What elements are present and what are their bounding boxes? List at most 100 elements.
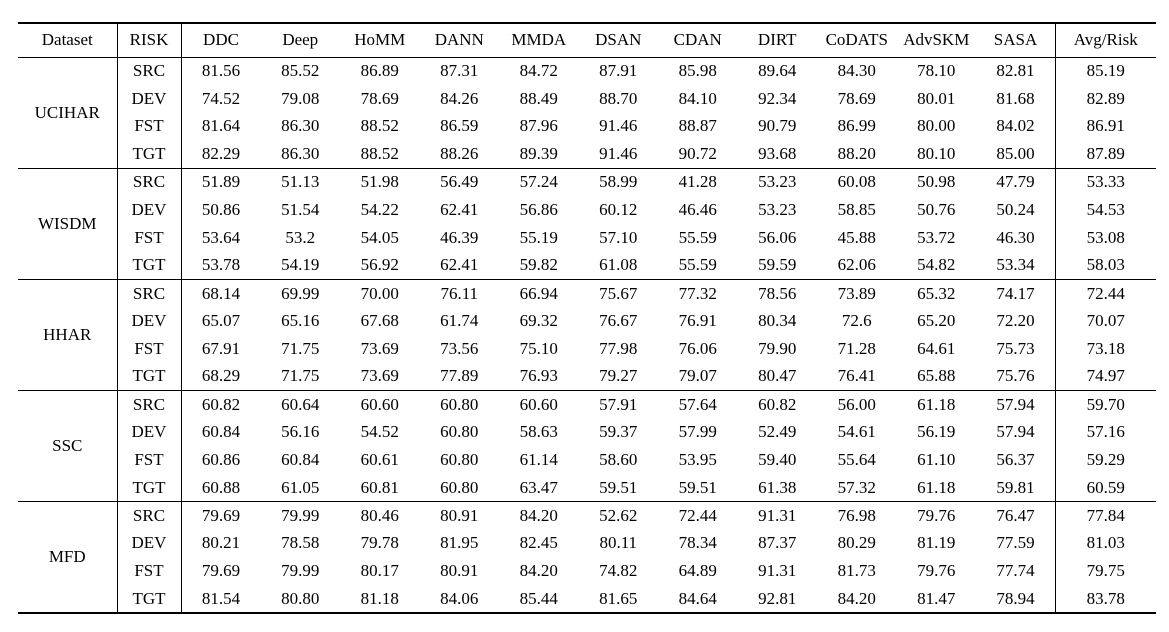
value-cell: 76.93 — [519, 366, 558, 386]
value-cell: 92.81 — [758, 588, 797, 608]
value-cell: 78.58 — [281, 533, 320, 553]
value-cell: 54.82 — [917, 255, 956, 275]
avg-risk-cell: 85.19 — [1055, 57, 1156, 85]
value-cell: 60.61 — [360, 450, 399, 470]
value-cell: 67.91 — [201, 338, 241, 358]
value-cell: 76.06 — [678, 338, 717, 358]
value-cell: 72.20 — [996, 311, 1035, 331]
avg-risk-cell: 77.84 — [1055, 501, 1156, 530]
column-header-risk: RISK — [116, 23, 182, 58]
value-cell: 71.28 — [837, 338, 876, 358]
value-cell: 60.81 — [360, 477, 399, 497]
value-cell: 66.94 — [499, 278, 579, 308]
risk-label: SRC — [116, 57, 182, 85]
avg-risk-cell: 59.29 — [1055, 446, 1156, 474]
value-cell: 92.34 — [758, 88, 797, 108]
table-row: FST 67.91 71.75 73.69 73.56 75.10 77.98 76.06 79… — [18, 334, 1156, 363]
column-header-dann: DANN — [419, 23, 499, 58]
value-cell: 57.10 — [599, 227, 638, 247]
risk-label: FST — [116, 557, 182, 586]
value-cell: 52.49 — [758, 422, 797, 442]
value-cell: 84.26 — [440, 88, 479, 108]
risk-label: TGT — [116, 251, 182, 280]
value-cell: 84.72 — [519, 61, 558, 81]
value-cell: 54.22 — [360, 199, 399, 219]
table-row: SSC SRC 60.82 60.64 60.60 60.80 60.60 57.91 57.6… — [18, 390, 1156, 502]
value-cell: 60.84 — [201, 422, 241, 442]
table-row: FST 81.64 86.30 88.52 86.59 87.96 91.46 88.87 90… — [18, 112, 1156, 141]
column-header-dataset: Dataset — [18, 23, 117, 58]
value-cell: 56.49 — [419, 167, 499, 196]
value-cell: 78.34 — [678, 533, 717, 553]
value-cell: 68.29 — [201, 366, 241, 386]
value-cell: 88.70 — [599, 88, 638, 108]
value-cell: 45.88 — [837, 227, 876, 247]
value-cell: 60.12 — [599, 199, 638, 219]
value-cell: 82.45 — [519, 533, 558, 553]
value-cell: 54.19 — [281, 255, 320, 275]
dataset-label: WISDM — [18, 167, 117, 280]
table-row: TGT 53.78 54.19 56.92 62.41 59.82 61.08 55.59 59… — [18, 251, 1156, 280]
value-cell: 79.08 — [281, 88, 320, 108]
value-cell: 59.59 — [758, 255, 797, 275]
value-cell: 80.34 — [758, 311, 797, 331]
value-cell: 85.44 — [519, 588, 558, 608]
value-cell: 81.73 — [837, 561, 876, 581]
value-cell: 54.52 — [360, 422, 399, 442]
value-cell: 77.74 — [996, 561, 1035, 581]
avg-risk-cell: 70.07 — [1055, 307, 1156, 335]
value-cell: 89.64 — [758, 61, 797, 81]
value-cell: 62.41 — [440, 199, 479, 219]
avg-risk-cell: 74.97 — [1055, 362, 1156, 391]
value-cell: 58.60 — [599, 450, 638, 470]
avg-risk-cell: 86.91 — [1055, 112, 1156, 141]
value-cell: 84.20 — [519, 561, 558, 581]
value-cell: 90.79 — [758, 116, 797, 136]
value-cell: 80.91 — [419, 501, 499, 530]
value-cell: 79.90 — [758, 338, 797, 358]
value-cell: 87.37 — [758, 533, 797, 553]
value-cell: 65.16 — [281, 311, 320, 331]
dataset-label: MFD — [18, 501, 117, 613]
value-cell: 88.26 — [440, 144, 479, 164]
value-cell: 86.89 — [360, 61, 399, 81]
value-cell: 59.37 — [599, 422, 638, 442]
value-cell: 51.13 — [260, 167, 340, 196]
value-cell: 73.69 — [360, 338, 399, 358]
risk-label: FST — [116, 112, 182, 141]
table-row: TGT 68.29 71.75 73.69 77.89 76.93 79.27 79.07 80… — [18, 362, 1156, 391]
value-cell: 50.86 — [201, 199, 241, 219]
value-cell: 65.20 — [917, 311, 956, 331]
value-cell: 78.69 — [360, 88, 399, 108]
table-row: FST 53.64 53.2 54.05 46.39 55.19 57.10 55.59 56.… — [18, 223, 1156, 252]
value-cell: 51.54 — [281, 199, 320, 219]
value-cell: 85.52 — [281, 61, 320, 81]
value-cell: 54.61 — [837, 422, 876, 442]
dataset-group-ucihar: UCIHAR SRC 81.56 85.52 86.89 87.31 84.72 87.91 8… — [18, 57, 1156, 169]
table-row: FST 79.69 79.99 80.17 80.91 84.20 74.82 64.89 91… — [18, 557, 1156, 586]
value-cell: 86.30 — [281, 144, 320, 164]
value-cell: 81.56 — [201, 61, 241, 81]
value-cell: 76.41 — [837, 366, 876, 386]
value-cell: 81.64 — [201, 116, 241, 136]
value-cell: 56.06 — [758, 227, 797, 247]
value-cell: 80.47 — [758, 366, 797, 386]
value-cell: 65.32 — [896, 278, 976, 308]
avg-risk-cell: 59.70 — [1055, 390, 1156, 419]
table-row: UCIHAR SRC 81.56 85.52 86.89 87.31 84.72 87.91 8… — [18, 57, 1156, 122]
value-cell: 80.01 — [917, 88, 956, 108]
value-cell: 75.10 — [519, 338, 558, 358]
value-cell: 61.10 — [917, 450, 956, 470]
dataset-label: UCIHAR — [34, 102, 100, 122]
value-cell: 70.00 — [340, 278, 420, 308]
value-cell: 58.85 — [837, 199, 876, 219]
table-row: WISDM SRC 51.89 51.13 51.98 56.49 57.24 58.99 41… — [18, 167, 1156, 280]
value-cell: 89.39 — [519, 144, 558, 164]
value-cell: 76.98 — [817, 501, 897, 530]
value-cell: 46.30 — [996, 227, 1035, 247]
value-cell: 69.99 — [260, 278, 340, 308]
value-cell: 91.46 — [599, 116, 638, 136]
avg-risk-cell: 73.18 — [1055, 334, 1156, 363]
value-cell: 79.07 — [678, 366, 717, 386]
value-cell: 55.59 — [678, 227, 717, 247]
